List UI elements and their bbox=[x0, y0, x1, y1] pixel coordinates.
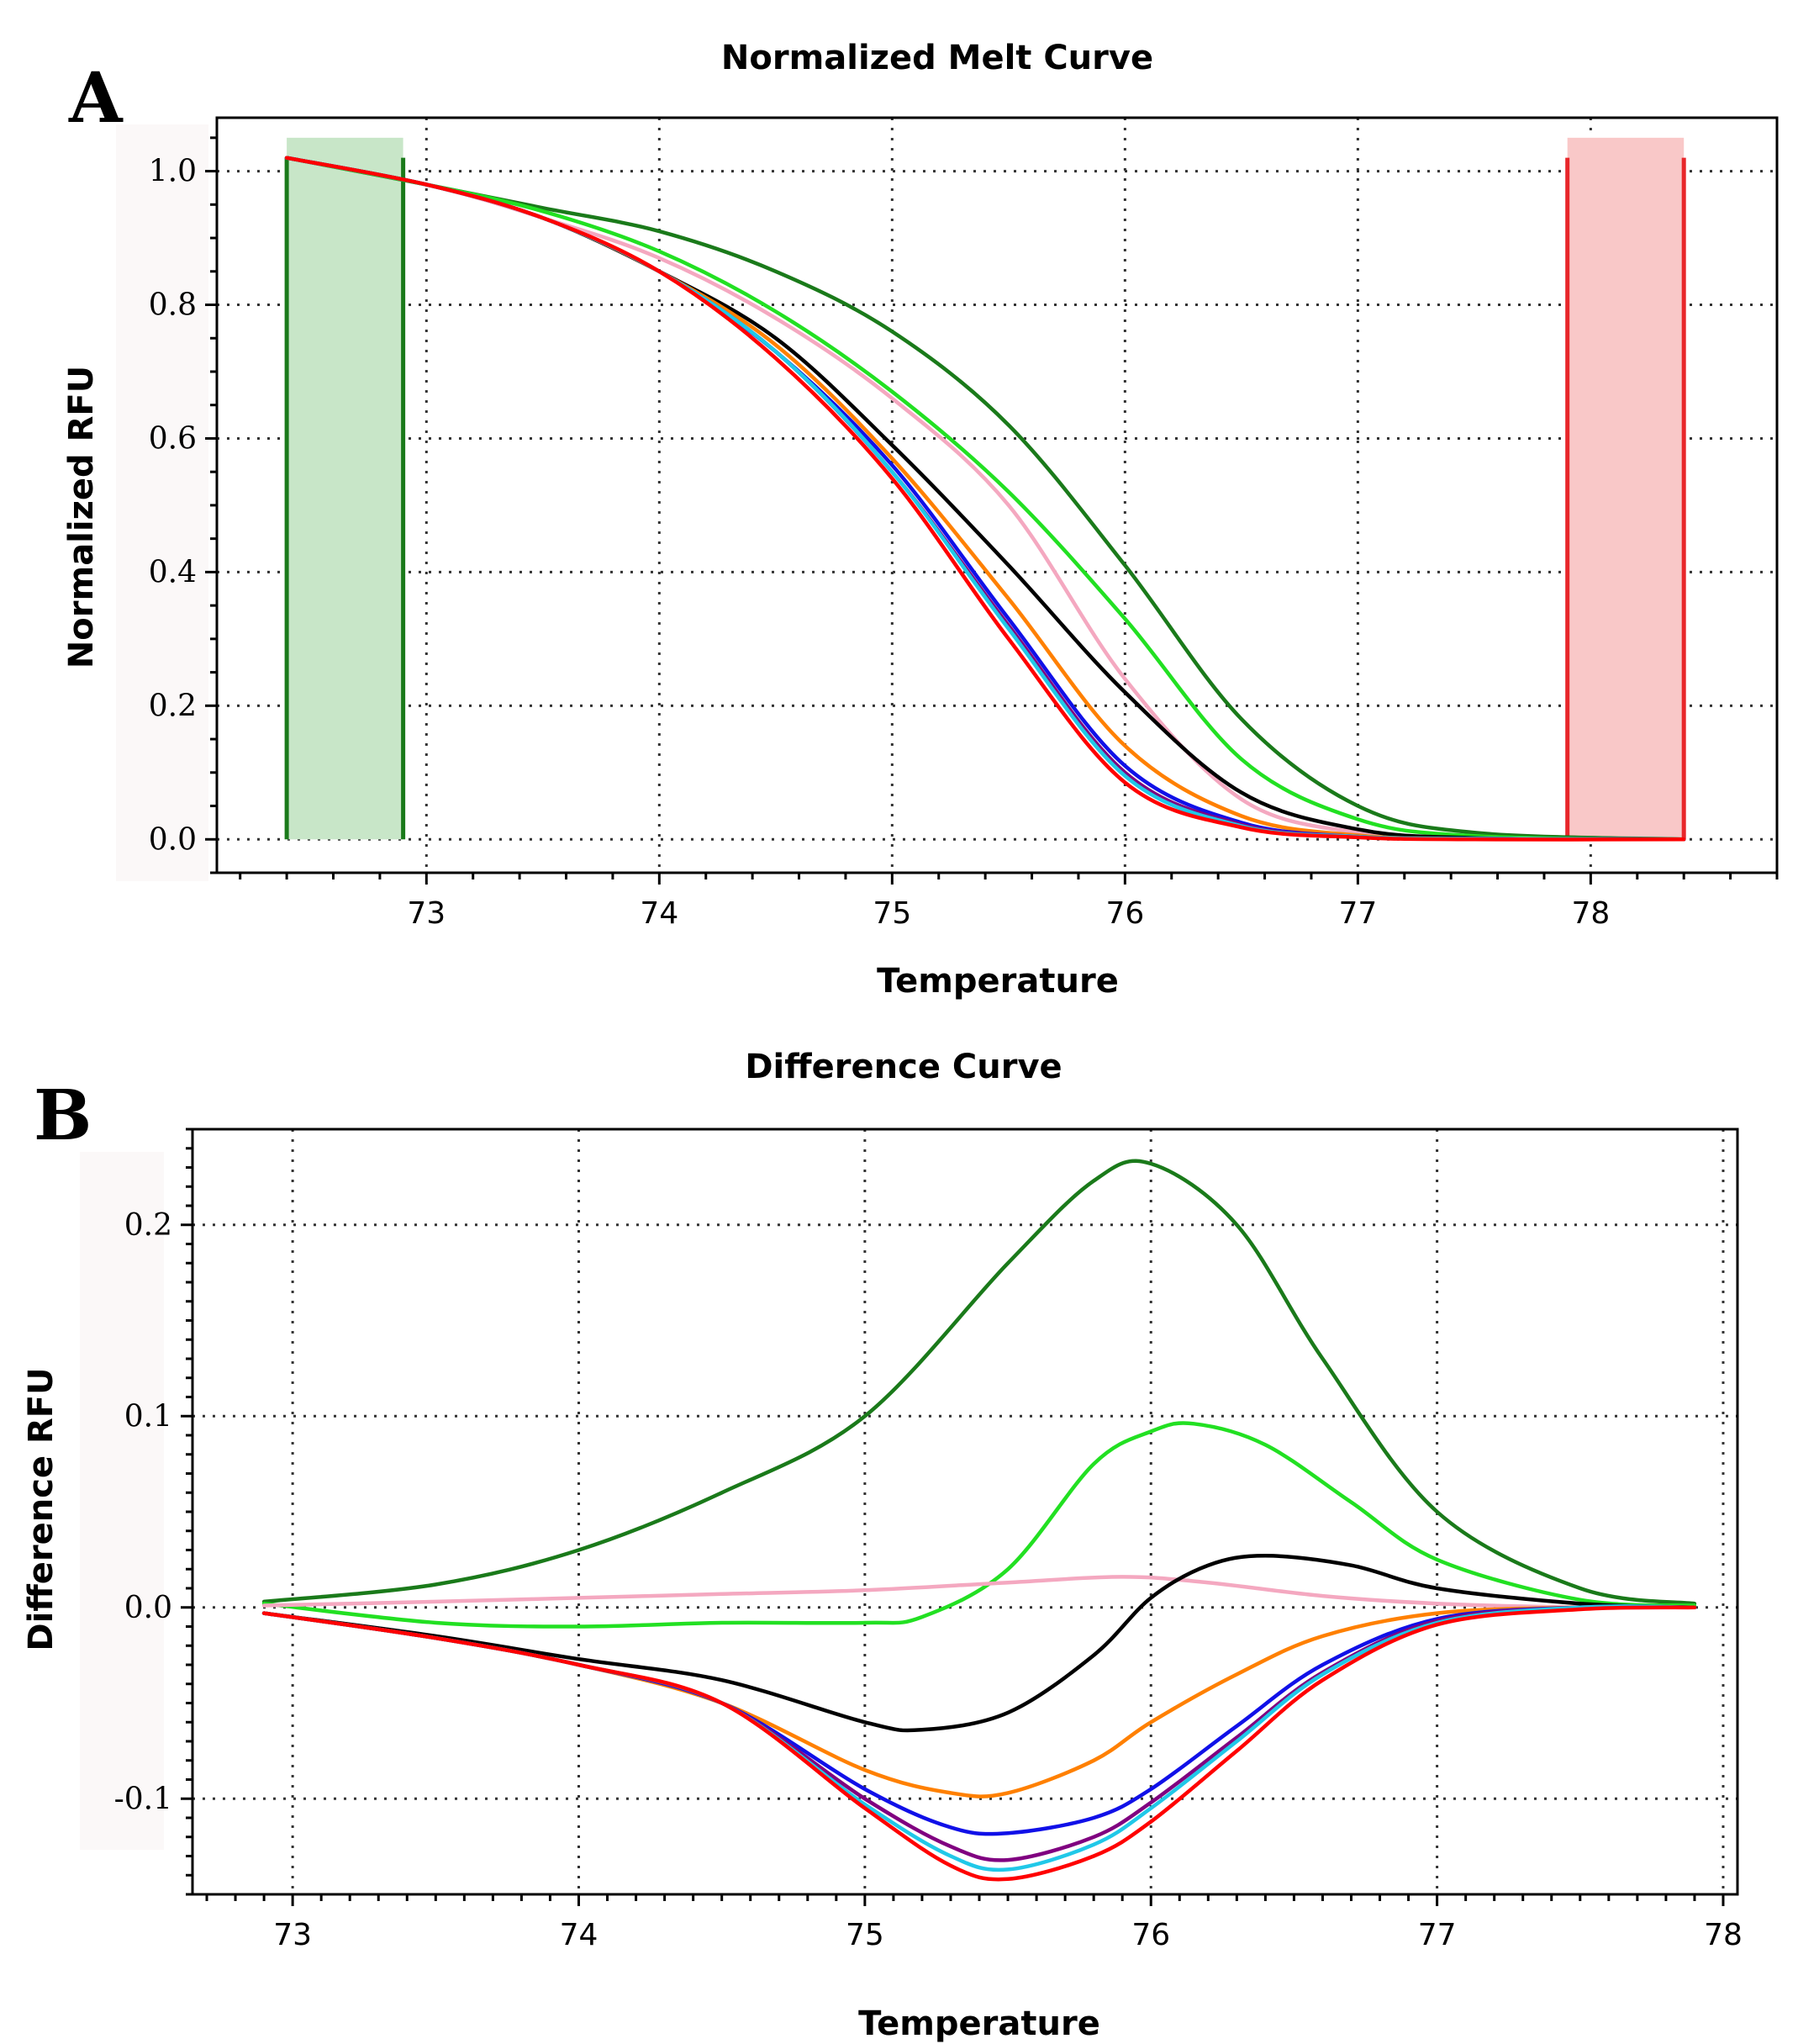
ytick-label-0-0: 0.0 bbox=[124, 1591, 172, 1625]
ytick-label-0-2: 0.2 bbox=[149, 689, 197, 723]
panel-a-ticks bbox=[205, 136, 1779, 885]
series-dark-green-line[interactable] bbox=[284, 156, 1686, 842]
ytick-label-0-6: 0.6 bbox=[149, 421, 197, 456]
series-light-green-line[interactable] bbox=[284, 156, 1686, 842]
panel-a-title: Normalized Melt Curve bbox=[721, 39, 1153, 77]
panel-b-ylabel: Difference RFU bbox=[22, 1367, 61, 1651]
ytick-label--0-1: -0.1 bbox=[114, 1782, 172, 1816]
xtick-label-74: 74 bbox=[640, 896, 678, 931]
panel-b-frame bbox=[191, 1128, 1739, 1896]
xtick-label-75: 75 bbox=[846, 1918, 884, 1952]
xtick-label-73: 73 bbox=[273, 1918, 312, 1952]
panel-b-ytick-labels: -0.1 0.0 0.1 0.2 bbox=[114, 1208, 172, 1817]
series-black-line[interactable] bbox=[284, 156, 1686, 842]
panel-a-curves bbox=[284, 156, 1686, 842]
xtick-label-77: 77 bbox=[1418, 1918, 1457, 1952]
panel-b: B Difference Curve -0.10.00.10.2 73 74 75 7… bbox=[22, 1048, 1743, 2043]
panel-b-xlabel: Temperature bbox=[858, 2004, 1100, 2043]
series-purple-line[interactable] bbox=[284, 156, 1686, 842]
series-red-line[interactable] bbox=[284, 156, 1686, 842]
region-post-melt[interactable] bbox=[1567, 137, 1685, 840]
series-orange-line[interactable] bbox=[261, 1605, 1697, 1798]
xtick-label-78: 78 bbox=[1704, 1918, 1743, 1952]
xtick-label-74: 74 bbox=[560, 1918, 598, 1952]
series-cyan-line[interactable] bbox=[284, 156, 1686, 842]
panel-a-xtick-labels: 73 74 75 76 77 78 bbox=[407, 896, 1610, 931]
series-pink-line[interactable] bbox=[284, 156, 1686, 842]
panel-a-xlabel: Temperature bbox=[877, 962, 1119, 1001]
panel-b-label: B bbox=[34, 1075, 92, 1156]
xtick-label-73: 73 bbox=[407, 896, 446, 931]
panel-a: A Normalized Melt Curve 0.0 0.2 0.4 0.6 0.8 1… bbox=[62, 39, 1779, 1001]
series-black-line[interactable] bbox=[261, 1554, 1697, 1733]
panel-a-regions bbox=[284, 137, 1686, 840]
panel-a-frame bbox=[215, 116, 1779, 874]
ytick-label-0-2: 0.2 bbox=[124, 1208, 172, 1243]
panel-b-title: Difference Curve bbox=[745, 1048, 1062, 1086]
ytick-label-0-0: 0.0 bbox=[149, 822, 197, 857]
panel-a-grid bbox=[217, 118, 1777, 873]
panel-a-ytick-background bbox=[116, 124, 208, 881]
ytick-label-0-4: 0.4 bbox=[149, 555, 197, 589]
panel-b-xtick-labels: 73 74 75 76 77 78 bbox=[273, 1918, 1743, 1952]
xtick-label-76: 76 bbox=[1105, 896, 1144, 931]
series-dark-green-line[interactable] bbox=[261, 1159, 1697, 1606]
xtick-label-78: 78 bbox=[1571, 896, 1610, 931]
ytick-label-1-0: 1.0 bbox=[149, 155, 197, 189]
series-pink-line[interactable] bbox=[261, 1575, 1697, 1610]
series-orange-line[interactable] bbox=[284, 156, 1686, 842]
panel-a-ylabel: Normalized RFU bbox=[62, 366, 101, 668]
xtick-label-77: 77 bbox=[1338, 896, 1377, 931]
panel-a-label: A bbox=[68, 58, 124, 139]
xtick-label-75: 75 bbox=[873, 896, 911, 931]
xtick-label-76: 76 bbox=[1131, 1918, 1170, 1952]
panel-b-ytick-background bbox=[80, 1152, 164, 1850]
ytick-label-0-1: 0.1 bbox=[124, 1399, 172, 1434]
panel-a-ytick-labels: 0.0 0.2 0.4 0.6 0.8 1.0 bbox=[149, 155, 197, 858]
series-light-green-line[interactable] bbox=[261, 1421, 1697, 1629]
series-red-line[interactable] bbox=[261, 1605, 1697, 1882]
region-pre-melt[interactable] bbox=[287, 137, 403, 840]
panel-b-grid bbox=[192, 1129, 1737, 1894]
panel-b-ticks bbox=[181, 1128, 1725, 1906]
ytick-label-0-8: 0.8 bbox=[149, 288, 197, 323]
series-blue-line[interactable] bbox=[284, 156, 1686, 842]
panel-b-curves bbox=[261, 1159, 1697, 1882]
